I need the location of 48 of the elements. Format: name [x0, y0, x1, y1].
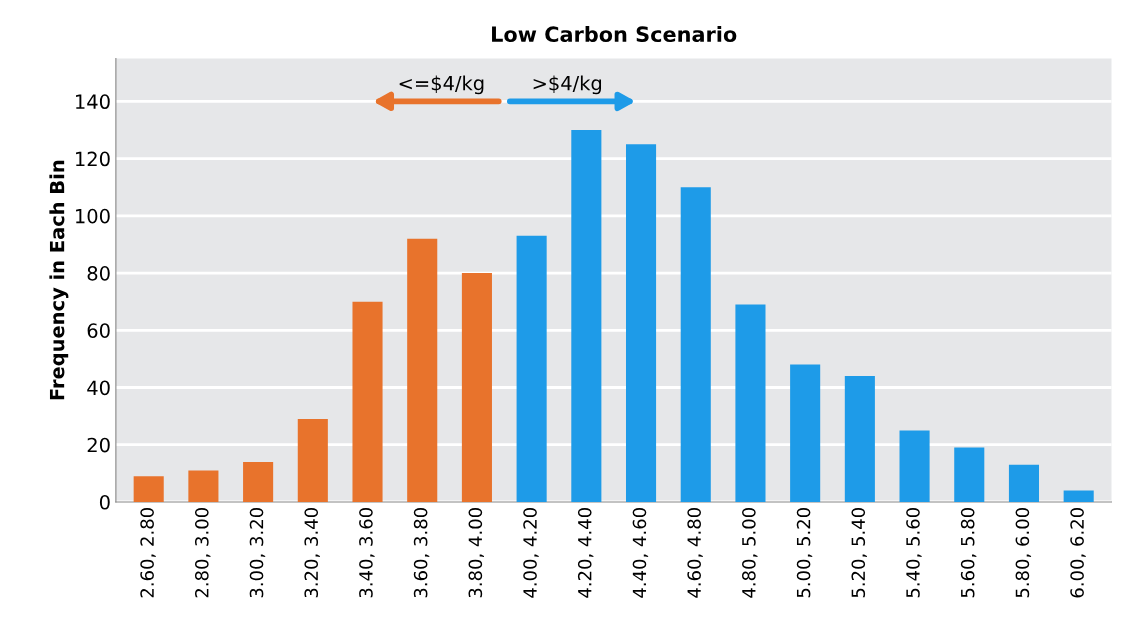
bar: [954, 447, 985, 502]
x-tick-label: 6.00, 6.20: [1070, 508, 1086, 598]
x-tick-label: 4.20, 4.40: [577, 508, 594, 598]
y-tick-label: 0: [99, 494, 110, 510]
y-tick-label: 60: [87, 323, 110, 338]
bar: [407, 238, 438, 502]
x-tick-label: 4.60, 4.80: [687, 508, 703, 598]
x-tick-label: 5.00, 5.20: [796, 508, 813, 598]
x-tick-label: 4.40, 4.60: [632, 508, 649, 598]
x-tick-label: 5.40, 5.60: [906, 508, 922, 598]
bar: [1008, 464, 1040, 502]
bar: [516, 235, 547, 502]
x-tick-label: 5.80, 6.00: [1015, 508, 1032, 598]
x-tick-label: 3.20, 3.40: [304, 508, 320, 598]
chart-title: Low Carbon Scenario: [492, 25, 737, 43]
bar: [571, 130, 602, 502]
bar: [188, 470, 219, 502]
x-tick-label: 2.80, 3.00: [194, 508, 211, 598]
x-tick-label: 3.00, 3.20: [249, 508, 266, 598]
y-tick-label: 100: [76, 208, 110, 224]
y-tick-label: 120: [76, 151, 110, 167]
bar: [461, 273, 492, 502]
bar: [790, 364, 821, 502]
bar: [1063, 490, 1094, 502]
bar: [735, 304, 766, 502]
annotation: <=$4/kg: [399, 75, 484, 95]
y-tick-label: 40: [87, 380, 110, 396]
bar: [243, 461, 274, 502]
x-tick-label: 5.20, 5.40: [851, 508, 867, 598]
y-tick-label: 20: [87, 437, 110, 453]
x-tick-label: 2.60, 2.80: [140, 508, 156, 598]
x-tick-label: 4.00, 4.20: [523, 508, 539, 598]
x-tick-label: 3.80, 4.00: [468, 508, 485, 598]
bar: [680, 187, 711, 502]
y-axis-title: Frequency in Each Bin: [49, 160, 69, 400]
bar: [844, 376, 875, 502]
y-tick-label: 140: [76, 94, 110, 110]
x-tick-label: 3.40, 3.60: [359, 508, 375, 598]
x-tick-label: 4.80, 5.00: [742, 508, 758, 598]
y-tick-label: 80: [87, 266, 110, 281]
bar: [133, 476, 164, 502]
bar: [297, 418, 328, 502]
bar: [352, 301, 383, 502]
bar: [626, 144, 657, 502]
bar: [899, 430, 930, 502]
annotation: >$4/kg: [533, 75, 602, 95]
x-tick-label: 3.60, 3.80: [413, 508, 430, 598]
x-tick-label: 5.60, 5.80: [960, 508, 977, 598]
